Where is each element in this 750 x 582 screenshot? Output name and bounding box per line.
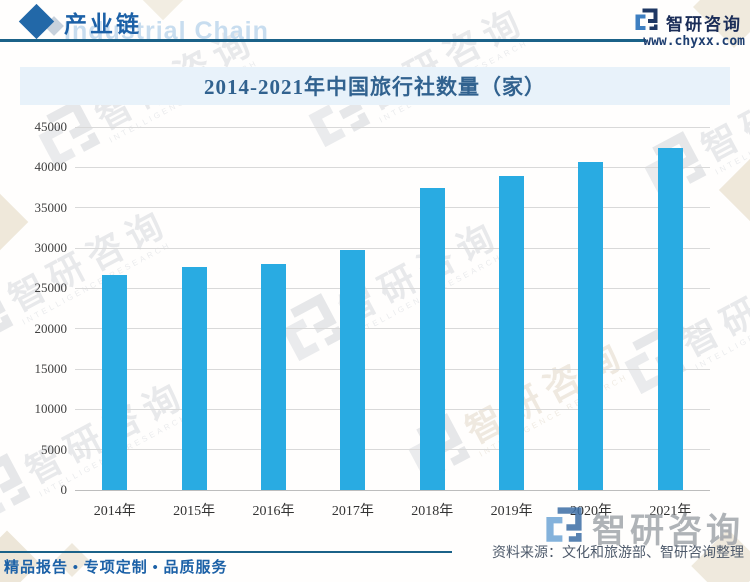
x-axis-tick-label: 2016年	[252, 504, 295, 519]
gridline	[75, 489, 710, 491]
brand-url: www.chyxx.com	[643, 34, 745, 49]
source-note: 资料来源：文化和旅游部、智研咨询整理	[492, 546, 744, 561]
chart-title: 2014-2021年中国旅行社数量（家）	[204, 75, 546, 99]
bar-2021年	[657, 147, 683, 490]
y-axis-tick-label: 25000	[34, 280, 68, 296]
gridline	[75, 328, 710, 330]
gridline	[75, 126, 710, 128]
brand: 智研咨询	[634, 7, 742, 37]
section-title: 产业链	[64, 12, 142, 37]
x-axis-tick-label: 2021年	[649, 504, 692, 519]
gridline	[75, 166, 710, 168]
y-axis-tick-label: 40000	[34, 159, 68, 175]
y-axis-tick-label: 45000	[34, 119, 68, 134]
gridline	[75, 287, 710, 289]
bar-2020年	[578, 161, 604, 490]
header: Industrial Chain 产业链 智研咨询 www.chyxx.com	[0, 0, 750, 56]
bar-2016年	[260, 264, 286, 490]
bar-2018年	[419, 188, 445, 490]
y-axis-tick-label: 10000	[34, 401, 68, 417]
chart-title-band: 2014-2021年中国旅行社数量（家）	[20, 67, 730, 105]
bar-2014年	[102, 275, 128, 490]
bar-2019年	[499, 175, 525, 490]
diamond-icon	[18, 3, 55, 40]
y-axis-tick-label: 30000	[34, 240, 68, 255]
x-axis-tick-label: 2019年	[490, 504, 533, 519]
watermark-diamond	[718, 158, 750, 222]
section-title-en: Industrial Chain	[64, 17, 269, 45]
brand-name: 智研咨询	[666, 14, 742, 34]
chart-plot: 0 5000 10000 15000 20000 25000 30000 35000 40000…	[35, 119, 710, 519]
y-axis-tick-label: 5000	[41, 441, 67, 457]
x-axis-tick-label: 2017年	[331, 504, 374, 519]
x-axis-tick-label: 2018年	[411, 504, 454, 519]
gridline	[75, 408, 710, 410]
brand-logo-icon	[634, 7, 659, 37]
gridline	[75, 247, 710, 249]
y-axis-tick-label: 0	[60, 482, 68, 497]
y-axis-tick-label: 20000	[34, 320, 68, 336]
bar-2015年	[181, 267, 207, 490]
y-axis-tick-label: 35000	[34, 199, 68, 215]
footer-brand-logo-icon	[544, 505, 584, 550]
x-axis-tick-label: 2014年	[93, 504, 136, 519]
footer-tagline: 精品报告 • 专项定制 • 品质服务	[4, 560, 228, 576]
header-rule	[0, 39, 646, 42]
gridline	[75, 368, 710, 370]
x-axis-tick-label: 2015年	[173, 504, 216, 519]
bar-2017年	[340, 250, 366, 490]
y-axis-tick-label: 15000	[34, 361, 68, 376]
footer-rule	[0, 551, 452, 553]
gridline	[75, 449, 710, 451]
gridline	[75, 207, 710, 209]
